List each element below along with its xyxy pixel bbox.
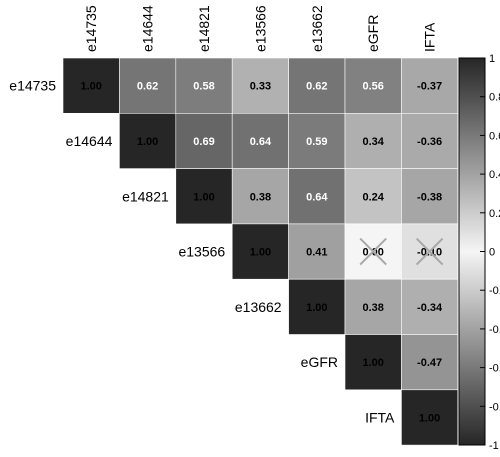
cell-value-label: -0.34 [417, 302, 443, 314]
row-label: e13566 [178, 244, 225, 260]
cell-value-label: -0.38 [417, 191, 442, 203]
heatmap-cell [175, 168, 233, 225]
cell-value-label: 0.58 [193, 81, 214, 93]
column-label: eGFR [365, 15, 381, 52]
heatmap-cell [401, 113, 459, 169]
cell-value-label: 0.62 [137, 81, 158, 93]
cell-value-label: -0.37 [417, 81, 442, 93]
row-label: eGFR [301, 354, 338, 370]
cell-value-label: 0.59 [306, 136, 327, 148]
cell-value-label: 1.00 [362, 357, 383, 369]
heatmap-cell [288, 168, 346, 225]
color-legend: 1 0.8 0.6 0.4 0.2 0 -0.2 -0.4 -0.6 -0.8 -1 [458, 53, 500, 452]
row-label: e14735 [9, 78, 56, 94]
heatmap-cell [231, 223, 289, 280]
colorbar-tick-label: 0.2 [489, 208, 500, 220]
column-label: e14821 [196, 5, 212, 52]
cell-value-label: 0.56 [362, 81, 383, 93]
heatmap-cell [288, 223, 346, 280]
cell-value-label: 0.24 [362, 191, 384, 203]
colorbar-tick-label: -0.6 [489, 363, 500, 375]
heatmap-cell [62, 57, 120, 114]
column-label: IFTA [422, 22, 438, 52]
row-label: e13662 [235, 299, 282, 315]
cell-value-label: 1.00 [419, 412, 440, 424]
column-label: e14644 [140, 5, 156, 52]
column-label: e13662 [309, 5, 325, 52]
cell-value-label: 0.33 [250, 81, 271, 93]
heatmap-cell [401, 278, 459, 335]
cell-value-label: 0.62 [306, 81, 327, 93]
heatmap-cell [231, 168, 289, 225]
column-label: e14735 [83, 5, 99, 52]
heatmap-cell [344, 168, 402, 225]
row-label: IFTA [365, 409, 395, 425]
column-labels: e14735 e14644 e14821 e13566 e13662 eGFR IFTA [83, 5, 437, 52]
colorbar-tick-label: 0.4 [489, 169, 500, 181]
cell-value-label: 1.00 [80, 81, 101, 93]
heatmap-cell [288, 57, 346, 114]
colorbar-tick-label: -0.2 [489, 285, 500, 297]
colorbar-tick-label: -0.4 [489, 324, 500, 336]
colorbar-tick-label: -0.8 [489, 401, 500, 413]
cell-value-label: 1.00 [193, 191, 214, 203]
heatmap-cell [344, 278, 402, 335]
colorbar-tick-label: 0 [489, 247, 495, 259]
row-labels: e14735 e14644 e14821 e13566 e13662 eGFR IFTA [9, 78, 395, 426]
cell-value-label: 0.34 [362, 136, 384, 148]
colorbar-tick-label: 0.8 [489, 92, 500, 104]
colorbar-tick-label: 1 [489, 53, 495, 65]
column-label: e13566 [252, 5, 268, 52]
heatmap-cell [119, 113, 177, 169]
heatmap-cell [288, 278, 346, 335]
cell-value-label: 0.38 [362, 302, 383, 314]
heatmap-cells: 1.00 0.62 0.58 0.33 0.62 0.56 -0.37 1.00 0.69 0.6… [62, 57, 459, 446]
cell-value-label: 0.69 [193, 136, 214, 148]
colorbar-tick-label: -1 [489, 440, 499, 452]
cell-value-label: 0.38 [250, 191, 271, 203]
heatmap-cell [344, 57, 402, 114]
heatmap-cell [231, 113, 289, 169]
heatmap-cell [175, 57, 233, 114]
cell-value-label: 0.41 [306, 247, 327, 259]
cell-value-label: -0.36 [417, 136, 442, 148]
heatmap-cell [344, 334, 402, 391]
heatmap-cell [344, 113, 402, 169]
cell-value-label: 0.64 [250, 136, 272, 148]
row-label: e14644 [66, 133, 113, 149]
heatmap-cell [401, 168, 459, 225]
cell-value-label: 1.00 [137, 136, 158, 148]
heatmap-cell [231, 57, 289, 114]
cross-mark-line [359, 237, 387, 266]
row-label: e14821 [122, 188, 169, 204]
heatmap-cell [401, 334, 459, 391]
colorbar-tick-label: 0.6 [489, 130, 500, 142]
heatmap-cell [119, 57, 177, 114]
cell-value-label: 1.00 [250, 247, 271, 259]
heatmap-cell [401, 389, 459, 446]
cell-value-label: 0.64 [306, 191, 328, 203]
insignificant-markers [359, 237, 444, 266]
cross-mark-line [415, 237, 444, 266]
cell-value-label: -0.47 [417, 357, 442, 369]
cell-value-label: 1.00 [306, 302, 327, 314]
